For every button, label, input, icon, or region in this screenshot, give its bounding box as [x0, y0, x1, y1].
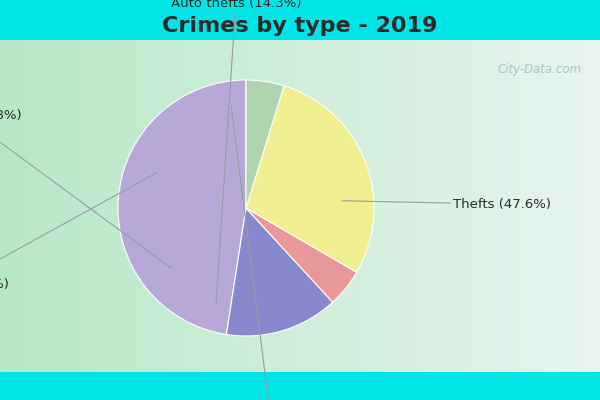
Text: Rapes (4.8%): Rapes (4.8%) [227, 107, 316, 400]
Text: Thefts (47.6%): Thefts (47.6%) [342, 198, 551, 211]
Text: Assaults (28.6%): Assaults (28.6%) [0, 173, 157, 291]
Text: Crimes by type - 2019: Crimes by type - 2019 [163, 16, 437, 36]
Wedge shape [246, 86, 374, 272]
Wedge shape [246, 208, 357, 302]
Wedge shape [226, 208, 332, 336]
Text: City-Data.com: City-Data.com [498, 63, 582, 76]
Text: Auto thefts (14.3%): Auto thefts (14.3%) [170, 0, 301, 306]
Text: Burglaries (4.8%): Burglaries (4.8%) [0, 109, 171, 268]
Wedge shape [246, 80, 284, 208]
Wedge shape [118, 80, 246, 334]
